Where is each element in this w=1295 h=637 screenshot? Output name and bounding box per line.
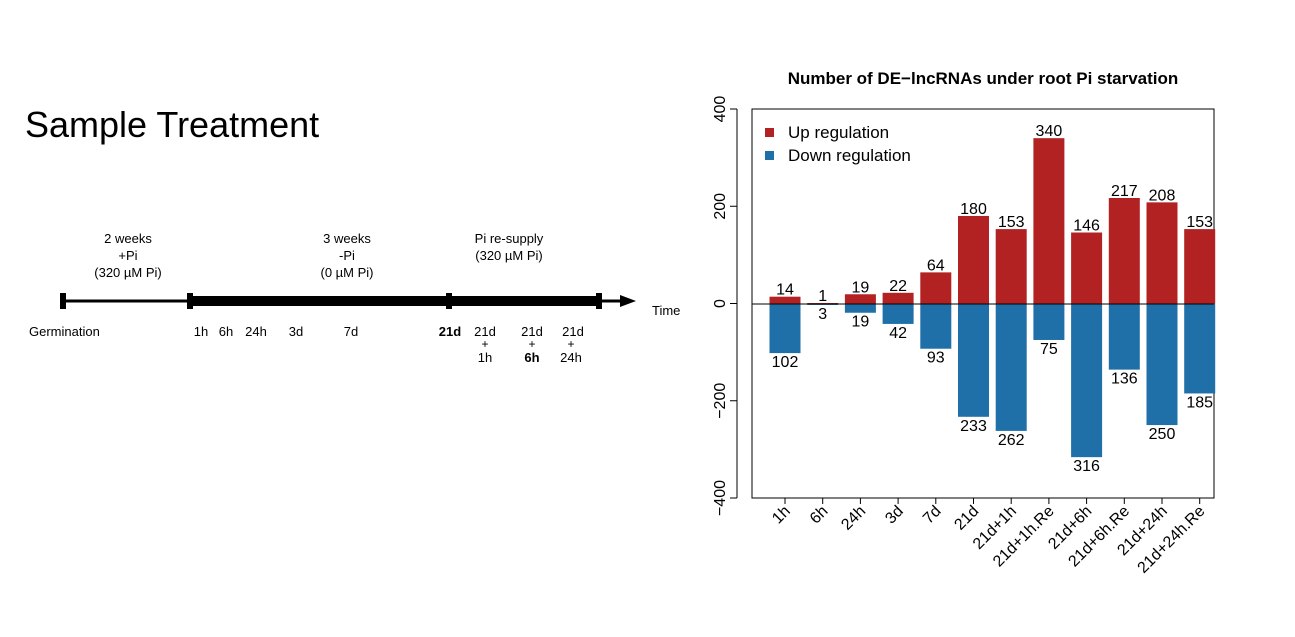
- label-up-1h: 14: [776, 282, 794, 299]
- tick-end: [596, 293, 602, 309]
- bar-down-1h: [769, 303, 801, 354]
- time-label: Time: [652, 303, 680, 318]
- phase1-line2: +Pi: [118, 248, 137, 263]
- label-up-21d+1h: 153: [998, 214, 1025, 231]
- point-re6-plus: +: [528, 337, 535, 351]
- tick-germination: [60, 293, 66, 309]
- bar-down-21d+1h.Re: [1033, 303, 1065, 340]
- label-down-21d+1h: 262: [998, 432, 1025, 449]
- point-re24-plus: +: [567, 337, 574, 351]
- point-re24-bottom: 24h: [560, 350, 582, 365]
- bar-down-3d: [882, 303, 914, 324]
- bar-up-3d: [882, 292, 914, 304]
- bar-up-7d: [920, 272, 952, 304]
- point-re1-top: 21d: [474, 324, 496, 339]
- label-down-21d+24h.Re: 185: [1186, 394, 1213, 411]
- bar-up-1h: [769, 296, 801, 304]
- tick-21d: [446, 293, 452, 309]
- chart-title: Number of DE−lncRNAs under root Pi starv…: [788, 69, 1179, 88]
- x-tick-label-21d: 21d: [951, 503, 982, 534]
- bar-up-21d+6h: [1071, 232, 1103, 304]
- phase3-line1: Pi re-supply: [475, 231, 544, 246]
- phase2-line2: -Pi: [339, 248, 355, 263]
- bar-down-21d+6h.Re: [1108, 303, 1140, 370]
- bar-down-24h: [844, 303, 876, 313]
- legend-label-0: Up regulation: [788, 123, 889, 142]
- point-re6-top: 21d: [521, 324, 543, 339]
- point-6h: 6h: [219, 324, 233, 339]
- bar-down-21d+24h: [1146, 303, 1178, 426]
- y-tick-label-2: 0: [712, 299, 729, 308]
- time-arrow-head: [620, 295, 636, 307]
- point-re1-plus: +: [481, 337, 488, 351]
- point-24h: 24h: [245, 324, 267, 339]
- label-up-3d: 22: [889, 278, 907, 295]
- bar-up-21d+6h.Re: [1108, 197, 1140, 304]
- label-up-7d: 64: [927, 257, 945, 274]
- x-tick-label-3d: 3d: [882, 503, 907, 528]
- slide-title: Sample Treatment: [25, 104, 320, 145]
- legend-swatch-0: [765, 128, 774, 137]
- label-down-21d+6h: 316: [1073, 458, 1100, 475]
- label-down-21d+24h: 250: [1149, 426, 1176, 443]
- bar-down-21d+1h: [995, 303, 1027, 431]
- y-tick-label-1: 200: [712, 193, 729, 220]
- phase3-line2: (320 µM Pi): [475, 248, 542, 263]
- phase1-line3: (320 µM Pi): [94, 265, 161, 280]
- label-up-21d+24h.Re: 153: [1186, 214, 1213, 231]
- label-up-21d+6h.Re: 217: [1111, 183, 1138, 200]
- label-down-21d+1h.Re: 75: [1040, 341, 1058, 358]
- bar-up-21d+1h.Re: [1033, 138, 1065, 304]
- label-down-3d: 42: [889, 325, 907, 342]
- x-tick-label-6h: 6h: [807, 503, 832, 528]
- treatment-timeline: 2 weeks +Pi (320 µM Pi) 3 weeks -Pi (0 µ…: [29, 231, 680, 365]
- point-re24-top: 21d: [562, 324, 584, 339]
- bar-down-21d: [958, 303, 989, 417]
- label-up-21d+1h.Re: 340: [1036, 123, 1063, 140]
- point-3d: 3d: [289, 324, 303, 339]
- starvation-bar: [190, 296, 600, 306]
- label-down-21d+6h.Re: 136: [1111, 371, 1138, 388]
- point-re1-bottom: 1h: [478, 350, 492, 365]
- bar-up-21d: [958, 215, 989, 304]
- label-down-21d: 233: [960, 418, 987, 435]
- label-up-6h: 1: [818, 288, 827, 305]
- bar-down-7d: [920, 303, 952, 349]
- y-tick-label-0: 400: [712, 96, 729, 123]
- x-tick-label-24h: 24h: [838, 503, 869, 534]
- label-down-7d: 93: [927, 350, 945, 367]
- label-up-21d: 180: [960, 201, 987, 218]
- legend-swatch-1: [765, 151, 774, 160]
- germination-label: Germination: [29, 324, 100, 339]
- label-down-6h: 3: [818, 306, 827, 323]
- phase2-line3: (0 µM Pi): [321, 265, 374, 280]
- point-21d: 21d: [439, 324, 461, 339]
- bar-up-21d+1h: [995, 229, 1027, 304]
- bar-down-21d+24h.Re: [1184, 303, 1216, 394]
- tick-start-starvation: [187, 293, 193, 309]
- bar-up-21d+24h: [1146, 202, 1178, 304]
- label-down-1h: 102: [772, 354, 799, 371]
- point-7d: 7d: [344, 324, 358, 339]
- point-1h: 1h: [194, 324, 208, 339]
- phase2-line1: 3 weeks: [323, 231, 371, 246]
- phase1-line1: 2 weeks: [104, 231, 152, 246]
- label-up-21d+6h: 146: [1073, 218, 1100, 235]
- point-re6-bottom: 6h: [524, 350, 539, 365]
- bar-down-21d+6h: [1071, 303, 1103, 458]
- bar-up-24h: [844, 294, 876, 304]
- label-down-24h: 19: [852, 314, 870, 331]
- label-up-21d+24h: 208: [1149, 187, 1176, 204]
- x-tick-label-1h: 1h: [769, 503, 794, 528]
- x-tick-label-7d: 7d: [920, 503, 945, 528]
- legend-label-1: Down regulation: [788, 146, 911, 165]
- y-tick-label-4: −400: [712, 480, 729, 516]
- label-up-24h: 19: [852, 279, 870, 296]
- bar-up-21d+24h.Re: [1184, 229, 1216, 304]
- y-tick-label-3: −200: [712, 383, 729, 419]
